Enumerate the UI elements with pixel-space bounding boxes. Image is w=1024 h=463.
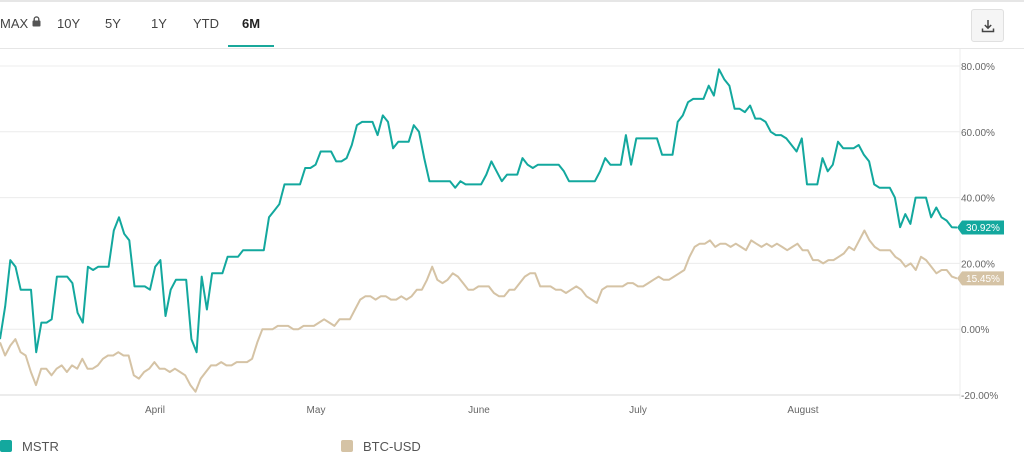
y-tick-label: 60.00%	[961, 128, 995, 139]
x-tick-label: May	[307, 405, 326, 416]
tab-1y[interactable]: 1Y	[151, 16, 167, 31]
y-tick-label: 0.00%	[961, 325, 989, 336]
tab-max-label: MAX	[0, 16, 29, 31]
badge-shape	[957, 220, 1004, 235]
legend-label-btc: BTC-USD	[363, 438, 421, 454]
legend-label-mstr: MSTR	[22, 438, 59, 454]
series-line-mstr	[0, 68, 958, 354]
badge-label: 15.45%	[966, 274, 1000, 285]
legend-item-mstr[interactable]: MSTR	[0, 436, 59, 456]
x-tick-label: June	[468, 405, 490, 416]
tab-ytd[interactable]: YTD	[193, 16, 219, 31]
badge-shape	[957, 271, 1004, 286]
top-border	[0, 0, 1024, 2]
series-line-btc	[0, 229, 958, 393]
y-tick-label: -20.00%	[961, 391, 998, 402]
legend-swatch-mstr	[0, 440, 12, 452]
badge-label: 30.92%	[966, 223, 1000, 234]
legend-item-btc[interactable]: BTC-USD	[341, 436, 421, 456]
x-tick-label: July	[629, 405, 647, 416]
performance-chart: 80.00% 60.00% 40.00% 20.00% 0.00% -20.00% Apri…	[0, 49, 1004, 416]
tab-max[interactable]: MAX	[0, 2, 41, 46]
y-tick-label: 40.00%	[961, 194, 995, 205]
tab-5y[interactable]: 5Y	[105, 16, 121, 31]
last-value-badge-btc: 15.45%	[957, 271, 1004, 286]
active-tab-indicator	[228, 45, 274, 47]
download-button[interactable]	[971, 9, 1004, 42]
legend-swatch-btc	[341, 440, 353, 452]
tab-10y[interactable]: 10Y	[57, 16, 81, 31]
y-tick-label: 20.00%	[961, 259, 995, 270]
last-value-badge-mstr: 30.92%	[957, 220, 1004, 235]
tab-6m[interactable]: 6M	[242, 16, 261, 31]
header-divider	[0, 48, 1024, 49]
download-icon	[981, 19, 994, 32]
x-tick-label: August	[787, 405, 818, 416]
lock-icon	[32, 1, 41, 45]
x-tick-label: April	[145, 405, 165, 416]
y-tick-label: 80.00%	[961, 62, 995, 73]
